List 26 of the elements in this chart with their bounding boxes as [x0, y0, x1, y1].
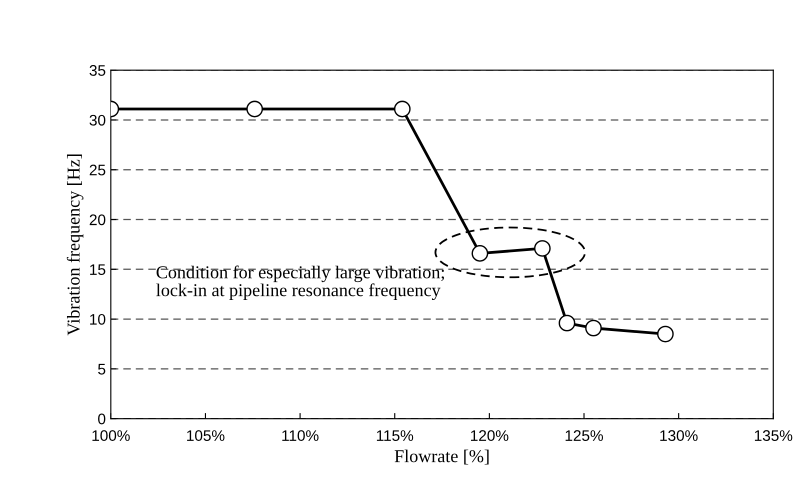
x-tick-label: 135% [754, 430, 792, 441]
y-tick-label: 30 [90, 114, 106, 126]
point [534, 240, 551, 257]
x-tick-label: 105% [187, 430, 224, 441]
annotation: Condition for especially large vibration; lock-in at pipeline resonance frequency [156, 266, 444, 300]
y-tick-label: 5 [98, 364, 106, 375]
y-axis-title: Vibration frequency [Hz] [66, 154, 84, 336]
y-tick-label: 15 [90, 264, 106, 275]
x-tick-label: 110% [282, 430, 319, 441]
point [394, 100, 411, 118]
x-tick-label: 100% [92, 430, 130, 441]
y-tick-label: 25 [90, 164, 106, 176]
x-tick-label: 125% [566, 430, 604, 441]
y-tick-label: 10 [90, 314, 106, 325]
point [657, 326, 674, 342]
point [472, 245, 488, 262]
point [246, 100, 263, 118]
y-tick-label: 35 [90, 65, 106, 76]
x-tick-label: 115% [376, 430, 414, 441]
y-tick-label: 0 [98, 414, 106, 424]
x-tick-label: 120% [471, 430, 508, 441]
x-tick-label: 130% [660, 430, 698, 441]
point [585, 320, 602, 336]
y-tick-label: 20 [90, 214, 106, 226]
x-axis-title: Flowrate [%] [394, 450, 489, 465]
point [558, 314, 576, 332]
